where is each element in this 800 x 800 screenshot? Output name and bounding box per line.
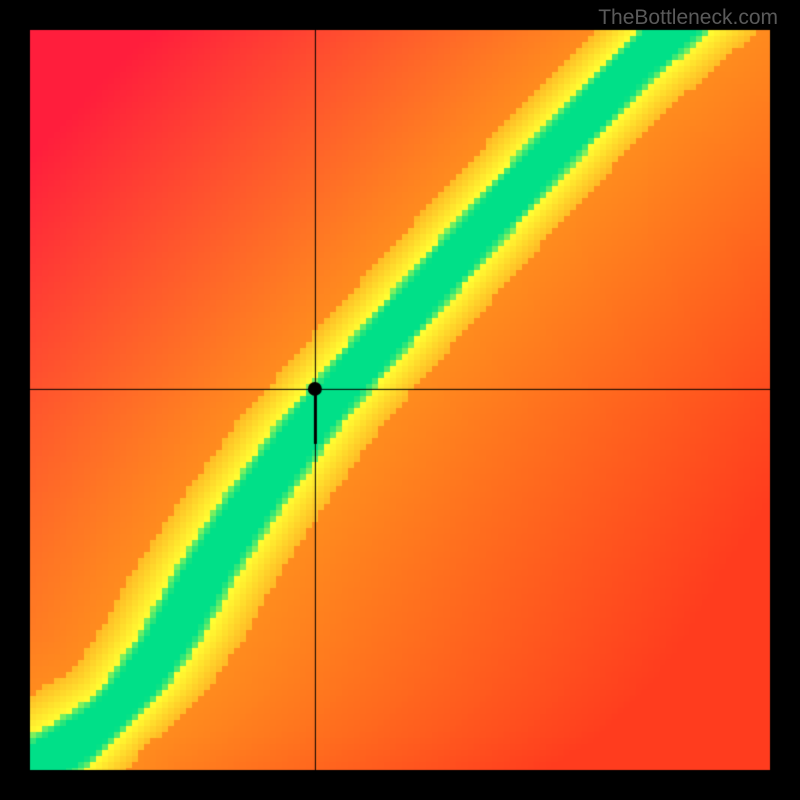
chart-container: TheBottleneck.com: [0, 0, 800, 800]
bottleneck-heatmap: [0, 0, 800, 800]
watermark-text: TheBottleneck.com: [598, 6, 778, 30]
